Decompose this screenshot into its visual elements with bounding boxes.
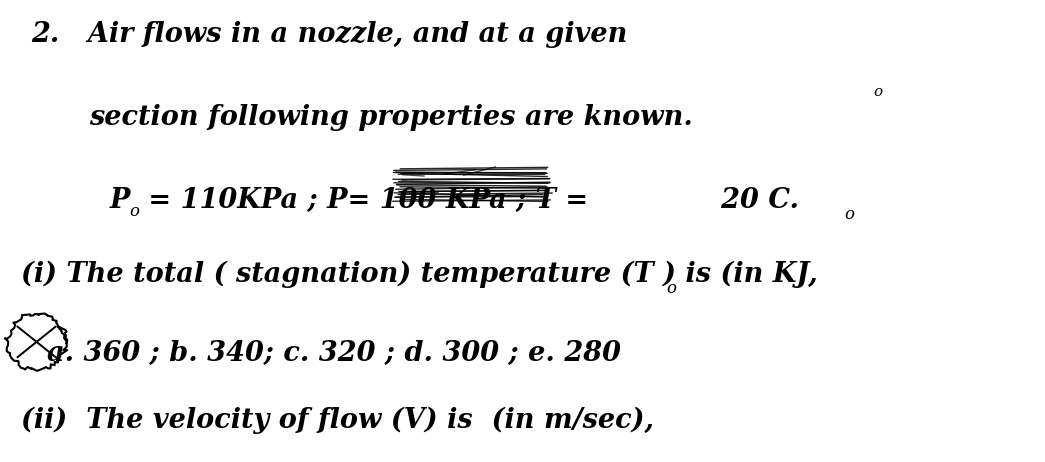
Text: section following properties are known.: section following properties are known. [89,104,693,131]
Text: a. 360 ; b. 340; c. 320 ; d. 300 ; e. 280: a. 360 ; b. 340; c. 320 ; d. 300 ; e. 28… [47,340,621,366]
Text: P  = 110KPa ; P= 100 KPa ; T =              20 C.: P = 110KPa ; P= 100 KPa ; T = 20 C. [110,187,799,214]
Text: o: o [874,85,883,99]
Text: o: o [844,206,855,223]
Text: (i) The total ( stagnation) temperature (T ) is (in KJ,: (i) The total ( stagnation) temperature … [21,261,817,288]
Text: 2.   Air flows in a nozzle, and at a given: 2. Air flows in a nozzle, and at a given [31,21,628,48]
Text: (ii)  The velocity of flow (V) is  (in m/sec),: (ii) The velocity of flow (V) is (in m/s… [21,407,654,434]
Text: o: o [667,280,677,297]
Text: o: o [130,203,140,220]
